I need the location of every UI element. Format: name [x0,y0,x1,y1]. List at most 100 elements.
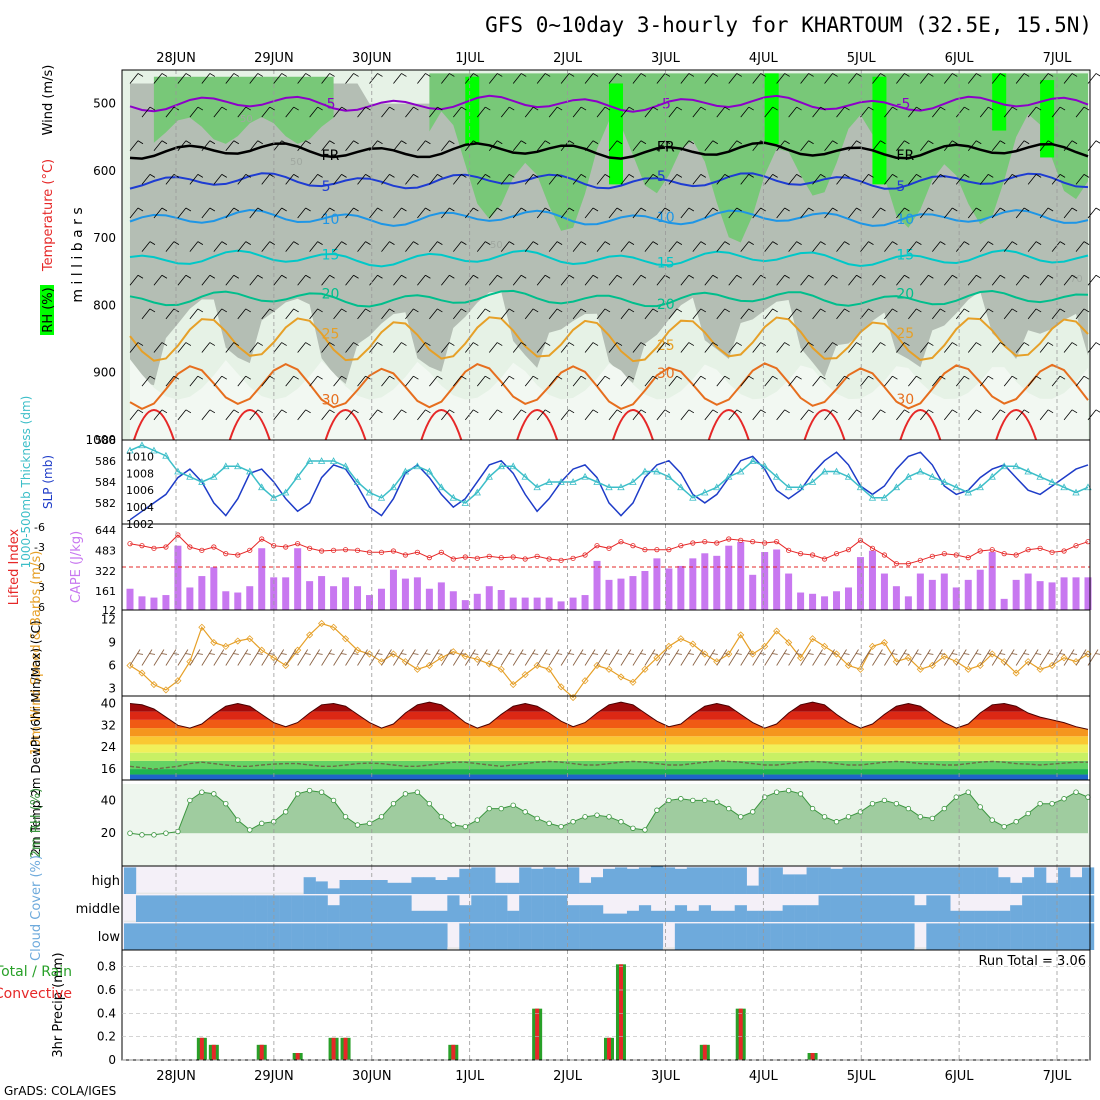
wind-barb [357,174,371,185]
cloud-cell-high [519,867,532,894]
thickness-marker [210,472,218,480]
wind-barb [405,241,419,252]
wind10-barb [249,649,263,666]
wind-barb [776,73,790,84]
wind-barb [512,140,527,151]
wind-barb [740,241,754,252]
wind-barb [572,308,587,320]
wind-barb [920,207,934,219]
wind10-barb [201,649,215,666]
cape-bar [725,545,733,610]
thickness-marker [1048,478,1056,485]
cape-bar [497,590,505,610]
date-label-bottom: 5JUL [847,1069,877,1084]
wind10-barb [369,649,383,666]
rh2m-marker [941,805,947,812]
wind-barb [692,308,707,320]
cloud-cell-high [351,880,364,894]
wind10-barb [907,649,922,666]
cape-bar [868,550,876,610]
cloud-cell-low [219,923,232,950]
wind10-barb [979,649,994,666]
wind10-marker [425,661,433,670]
cape-bar [976,569,984,610]
wind-barb [728,274,742,286]
wind-barb [932,241,946,252]
thickness-marker [904,472,913,480]
wind10-marker [916,665,924,673]
cloud-cell-high [926,867,939,894]
wind10-barb [1063,649,1078,666]
rh2m-marker [163,830,169,836]
cloud-cell-high [1022,877,1035,894]
cloud-cell-high [830,868,843,894]
cloud-cell-middle [686,910,700,922]
wind-barb [393,207,407,219]
cloud-cell-middle [818,895,831,922]
cloud-cell-low [1082,923,1095,950]
cloud-cell-high [267,892,280,894]
cloud-cell-high [531,868,544,894]
wind-barb [872,73,886,84]
wind-barb [1027,106,1042,118]
wind-barb [441,73,455,84]
wind-barb [1027,308,1042,320]
rh-contour-label: 50 [490,240,503,251]
wind-barb [932,375,946,387]
wind10-marker [940,652,948,660]
wind-barb [680,73,695,84]
wind-barb [908,106,922,118]
wind-barb [285,241,299,252]
cloud-cell-high [734,867,747,894]
wind10-marker [246,635,254,643]
cape-bar [797,592,805,610]
temp-contour-35 [228,409,271,441]
wind-barb [764,241,778,252]
cloud-cell-low [423,923,436,950]
wind10-barb [405,649,419,666]
wind-barb [896,207,910,219]
thickness-marker [713,483,721,491]
wind10-barb [464,649,479,666]
thickness-marker [665,472,673,480]
wind10-marker [809,635,817,643]
rh2m-marker [462,823,468,830]
precip-conv-bar [618,964,623,1060]
thickness-marker [617,483,625,491]
pressure-tick: 500 [93,97,116,111]
wind-barb [405,174,419,185]
wind-barb [884,106,898,118]
lifted-index-marker [462,554,468,560]
wind-barb [536,274,551,286]
wind-barb [824,73,838,84]
date-label-top: 3JUL [651,51,681,66]
wind-barb [752,409,766,421]
wind10-marker [174,677,182,685]
rh2m-marker [306,787,313,794]
thickness-marker [437,483,446,491]
cloud-cell-middle [231,895,244,922]
slp-tick: 1002 [126,518,154,531]
temp-contour-label: 15 [657,255,675,271]
lifted-index-marker [283,544,289,550]
thickness-marker [186,472,194,480]
cloud-cell-low [231,923,244,950]
cloud-cell-low [327,923,340,950]
wind10-barb [1051,649,1066,666]
wind-barb [321,274,335,286]
cape-bar [569,597,577,610]
cloud-cell-high [315,881,328,894]
wind10-barb [680,649,694,666]
cloud-cell-high [507,882,520,894]
cloud-cell-high [890,867,903,894]
cloud-cell-middle [890,895,903,922]
wind-barb [177,73,192,84]
cloud-cell-middle [459,905,472,922]
cloud-cell-low [782,923,795,950]
wind-barb [608,274,623,286]
wind10-barb [991,649,1006,666]
wind-barb [1063,140,1078,151]
wind-barb [189,241,204,252]
rh-contour-label: 70 [1070,274,1083,285]
rh2m-marker [666,797,672,804]
